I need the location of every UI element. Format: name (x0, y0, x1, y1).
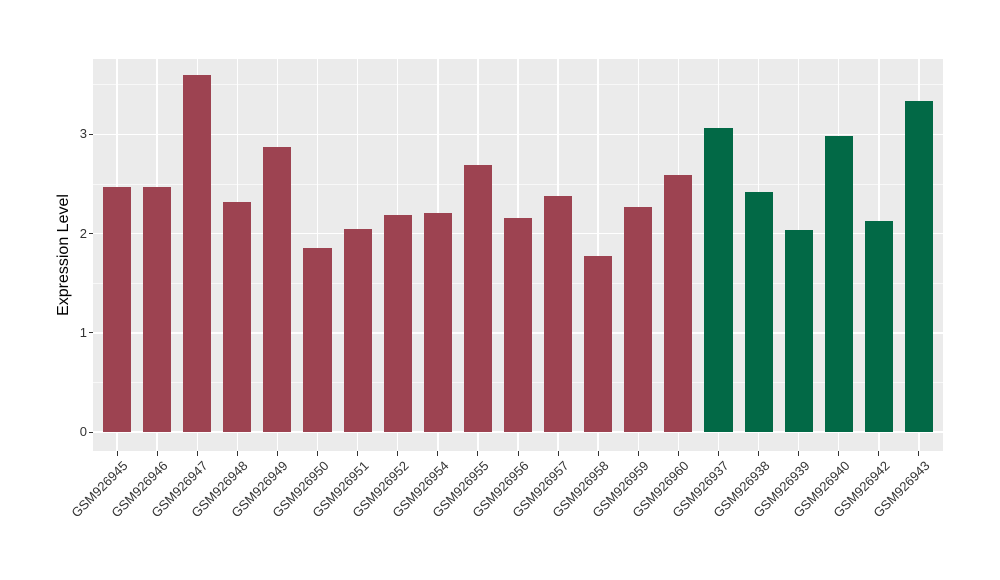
x-tick-mark (357, 451, 359, 456)
x-tick-mark (236, 451, 238, 456)
x-tick-mark (677, 451, 679, 456)
bar-GSM926955 (463, 165, 492, 433)
x-tick-mark (156, 451, 158, 456)
bar-GSM926942 (864, 220, 893, 433)
x-tick-mark (477, 451, 479, 456)
x-tick-mark (838, 451, 840, 456)
y-tick-label: 0 (79, 424, 87, 440)
bar-GSM926959 (624, 206, 653, 433)
gridline-major-vertical (597, 59, 599, 451)
y-axis-title: Expression Level (55, 194, 72, 316)
x-tick-mark (517, 451, 519, 456)
x-tick-mark (637, 451, 639, 456)
bar-GSM926945 (103, 187, 132, 433)
bar-GSM926960 (664, 175, 693, 433)
bar-GSM926946 (143, 187, 172, 433)
bar-GSM926954 (423, 212, 452, 433)
x-tick-mark (557, 451, 559, 456)
x-tick-mark (116, 451, 118, 456)
bar-GSM926951 (343, 228, 372, 433)
bar-GSM926947 (183, 74, 212, 433)
x-tick-mark (597, 451, 599, 456)
x-tick-mark (758, 451, 760, 456)
y-tick-label: 2 (79, 225, 87, 241)
x-tick-mark (798, 451, 800, 456)
x-tick-mark (276, 451, 278, 456)
x-tick-mark (878, 451, 880, 456)
bar-GSM926940 (824, 136, 853, 433)
x-tick-mark (918, 451, 920, 456)
x-tick-mark (196, 451, 198, 456)
x-tick-mark (717, 451, 719, 456)
y-tick-mark (89, 233, 93, 235)
bar-GSM926958 (584, 256, 613, 433)
bar-GSM926938 (744, 191, 773, 433)
bar-GSM926949 (263, 147, 292, 433)
bar-GSM926952 (383, 214, 412, 433)
x-tick-mark (317, 451, 319, 456)
plot-panel (93, 59, 943, 451)
y-tick-label: 3 (79, 126, 87, 142)
bar-GSM926957 (544, 195, 573, 433)
y-tick-mark (89, 133, 93, 135)
bar-GSM926939 (784, 229, 813, 433)
bar-GSM926948 (223, 201, 252, 433)
x-tick-mark (397, 451, 399, 456)
bar-GSM926937 (704, 128, 733, 433)
bar-GSM926956 (503, 217, 533, 433)
bar-GSM926943 (904, 100, 933, 433)
x-tick-mark (437, 451, 439, 456)
y-tick-mark (89, 431, 93, 433)
y-tick-label: 1 (79, 324, 87, 340)
y-tick-mark (89, 332, 93, 334)
bar-GSM926950 (303, 247, 332, 433)
